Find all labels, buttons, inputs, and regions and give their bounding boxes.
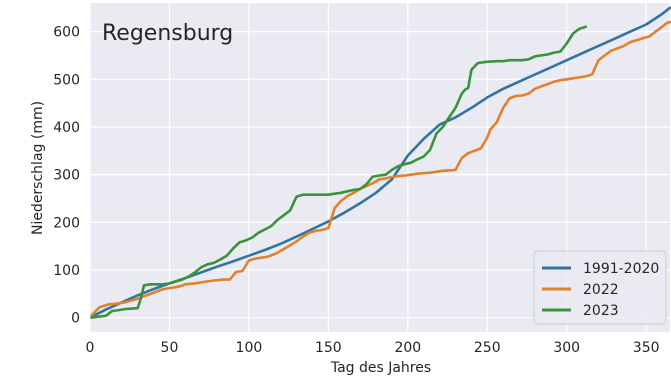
tick-layer: 0 50 100 150 200 250 300 350 0 100 200 300 400 500 600 bbox=[53, 25, 659, 356]
x-tick-label: 200 bbox=[394, 340, 421, 356]
y-tick-label: 300 bbox=[53, 168, 80, 184]
x-tick-label: 250 bbox=[474, 340, 501, 356]
legend-label-1991-2020: 1991-2020 bbox=[583, 261, 659, 277]
y-tick-label: 600 bbox=[53, 25, 80, 41]
legend-label-2022: 2022 bbox=[583, 282, 619, 298]
y-tick-label: 0 bbox=[71, 311, 80, 327]
y-tick-label: 500 bbox=[53, 72, 80, 88]
x-tick-label: 350 bbox=[633, 340, 660, 356]
chart-title: Regensburg bbox=[102, 21, 233, 46]
legend-label-2023: 2023 bbox=[583, 303, 619, 319]
series-layer bbox=[90, 6, 671, 320]
y-tick-label: 200 bbox=[53, 215, 80, 231]
x-axis-label: Tag des Jahres bbox=[330, 360, 431, 376]
series-line-2022 bbox=[90, 20, 671, 317]
x-tick-label: 150 bbox=[315, 340, 342, 356]
y-tick-label: 400 bbox=[53, 120, 80, 136]
legend: 1991-2020 2022 2023 bbox=[533, 250, 667, 325]
x-tick-label: 50 bbox=[161, 340, 179, 356]
x-tick-label: 300 bbox=[553, 340, 580, 356]
x-tick-label: 100 bbox=[236, 340, 263, 356]
x-tick-label: 0 bbox=[86, 340, 95, 356]
series-line-2023 bbox=[90, 25, 588, 320]
y-axis-label: Niederschlag (mm) bbox=[30, 101, 46, 235]
y-tick-label: 100 bbox=[53, 263, 80, 279]
